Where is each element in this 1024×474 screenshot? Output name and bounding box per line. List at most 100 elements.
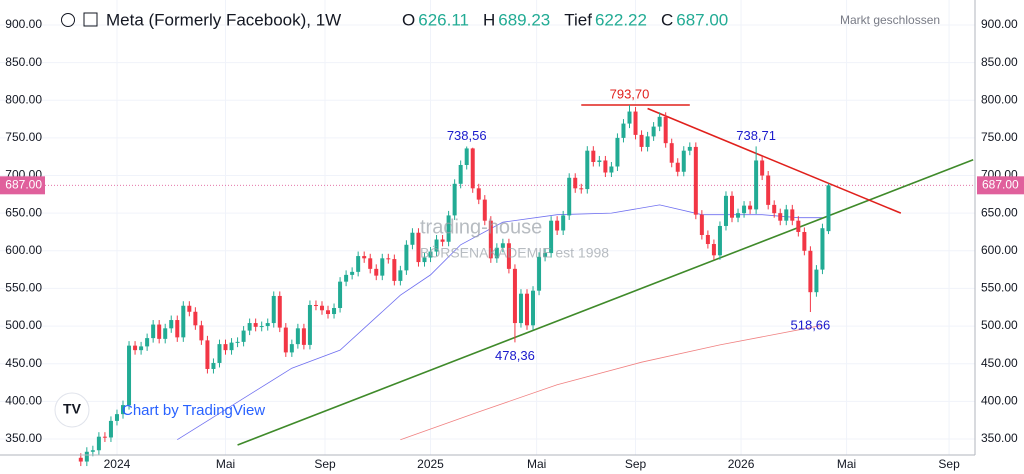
candle-body xyxy=(404,244,409,271)
candle-body xyxy=(717,225,722,256)
candle-body xyxy=(114,414,119,421)
candle-body xyxy=(452,183,457,216)
y-tick-label: 400.00 xyxy=(5,394,42,408)
y-tick-label: 800.00 xyxy=(5,92,42,106)
candle-body xyxy=(476,188,481,200)
y-tick-label: 500.00 xyxy=(5,318,42,332)
candle-body xyxy=(193,311,198,326)
x-tick-label: Mai xyxy=(837,457,856,471)
credit[interactable]: Chart by TradingView xyxy=(122,402,265,419)
candle-body xyxy=(699,214,704,235)
candle-body xyxy=(561,215,566,231)
watermark: BÖRSENAKADEMIE est 1998 xyxy=(420,244,609,261)
candle-body xyxy=(307,304,312,345)
line-series xyxy=(647,107,902,214)
candle-body xyxy=(102,436,107,438)
candle-body xyxy=(524,293,529,326)
candle-body xyxy=(482,199,487,221)
candle-body xyxy=(133,345,138,351)
candle-body xyxy=(241,330,246,342)
candle-body xyxy=(332,308,337,315)
candle-body xyxy=(289,344,294,353)
y-tick-label: 550.00 xyxy=(5,281,42,295)
line-series xyxy=(400,324,823,441)
ohlc-value: 626.11 xyxy=(418,10,469,29)
candle-body xyxy=(169,320,174,329)
candle-body xyxy=(772,204,777,214)
candle-body xyxy=(277,295,282,328)
candle-body xyxy=(211,362,216,369)
candle-body xyxy=(802,231,807,251)
candle-body xyxy=(573,177,578,189)
marks xyxy=(0,104,975,467)
candle-body xyxy=(344,274,349,282)
y2-tick-label: 550.00 xyxy=(981,281,1018,295)
candle-body xyxy=(543,253,548,257)
candle-body xyxy=(639,134,644,147)
candle-body xyxy=(223,344,228,351)
candle-body xyxy=(826,185,831,232)
y-tick-label: 450.00 xyxy=(5,356,42,370)
y-tick-label: 900.00 xyxy=(5,17,42,31)
candle-body xyxy=(350,271,355,275)
ohlc-value: 687.00 xyxy=(676,10,728,29)
candle-body xyxy=(181,305,186,338)
candle-body xyxy=(127,345,132,406)
ohlc-value: 622.22 xyxy=(595,10,647,29)
candle-body xyxy=(615,137,620,167)
candle-body xyxy=(633,111,638,135)
price-tag xyxy=(977,176,1024,195)
y-tick-label: 650.00 xyxy=(5,205,42,219)
candle-body xyxy=(199,325,204,341)
y2-tick-label: 650.00 xyxy=(981,205,1018,219)
candle-body xyxy=(760,160,765,176)
candle-body xyxy=(567,177,572,216)
candle-body xyxy=(494,247,499,259)
y-tick-label: 850.00 xyxy=(5,55,42,69)
tv-logo[interactable] xyxy=(54,392,90,428)
ohlc-value: 689.23 xyxy=(498,10,550,29)
x-tick-label: Sep xyxy=(938,457,960,471)
compare-icon[interactable] xyxy=(83,12,98,27)
candle-body xyxy=(470,148,475,189)
collapse-icon[interactable] xyxy=(61,13,75,27)
ohlc-key: O xyxy=(402,10,415,29)
x-tick-label: Mai xyxy=(216,457,235,471)
price-tag xyxy=(0,176,45,195)
candle-body xyxy=(512,268,517,324)
candle-body xyxy=(603,160,608,173)
y2-tick-label: 450.00 xyxy=(981,356,1018,370)
x-tick-label: 2024 xyxy=(104,457,131,471)
candle-body xyxy=(283,327,288,353)
candle-body xyxy=(338,281,343,308)
candle-body xyxy=(723,195,728,226)
candle-body xyxy=(693,146,698,215)
candle-body xyxy=(247,323,252,331)
price-tag-label: 687.00 xyxy=(5,177,42,191)
candle-body xyxy=(549,220,554,254)
candle-body xyxy=(217,344,222,363)
candle-body xyxy=(446,215,451,242)
candle-body xyxy=(657,116,662,127)
market-status: Markt geschlossen xyxy=(840,13,940,27)
candle-body xyxy=(368,258,373,269)
candle-body xyxy=(820,228,825,270)
candle-body xyxy=(440,239,445,242)
candle-body xyxy=(326,310,331,315)
candle-body xyxy=(235,341,240,343)
x-tick-label: 2025 xyxy=(417,457,444,471)
candle-body xyxy=(259,326,264,328)
candle-body xyxy=(555,220,560,231)
candle-body xyxy=(78,457,83,462)
candle-body xyxy=(506,243,511,269)
candle-body xyxy=(681,150,686,172)
x-tick-label: Sep xyxy=(625,457,647,471)
candle-body xyxy=(766,175,771,205)
candle-body xyxy=(627,111,632,124)
candle-body xyxy=(585,150,590,190)
candle-body xyxy=(754,160,759,210)
candle-body xyxy=(784,209,789,221)
line-series xyxy=(237,158,974,446)
candle-body xyxy=(434,239,439,252)
candle-body xyxy=(609,166,614,173)
